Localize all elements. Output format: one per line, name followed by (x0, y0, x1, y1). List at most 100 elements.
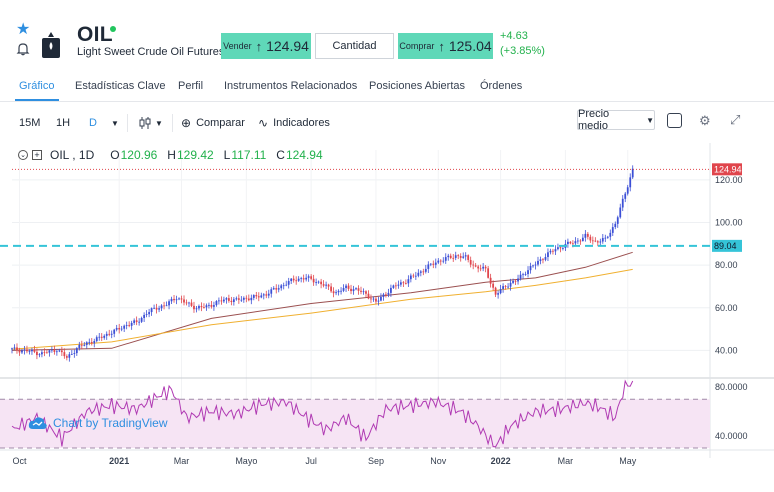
tab-ordenes[interactable]: Órdenes (480, 80, 523, 92)
fullscreen-toggle-icon[interactable] (667, 113, 682, 128)
candle-body (437, 260, 440, 263)
candle-body (330, 286, 332, 292)
candle-body (342, 288, 345, 291)
candle-body (95, 337, 98, 342)
candle-body (118, 327, 121, 330)
candle-body (534, 264, 537, 266)
instrument-symbol: OIL (77, 23, 113, 46)
plus-icon[interactable]: + (32, 150, 42, 160)
candle-body (362, 291, 365, 293)
candle-body (375, 298, 377, 302)
chart-type-button[interactable]: ▼ (139, 114, 163, 132)
collapse-icon[interactable]: ⌄ (18, 150, 28, 160)
moving-averages (11, 251, 633, 351)
candle-body (414, 275, 417, 277)
candle-body (208, 304, 210, 306)
candle-body (180, 298, 183, 300)
candle-body (629, 177, 632, 188)
expand-icon[interactable]: ⤢ (730, 112, 741, 127)
candle-body (502, 286, 504, 289)
candle-body (320, 281, 323, 285)
chevron-down-icon: ▼ (646, 115, 654, 125)
last-price-tag-label: 124.94 (714, 164, 742, 174)
legend-open: O 120.96 (110, 148, 163, 162)
star-icon[interactable]: ★ (16, 21, 31, 38)
candle-body (390, 287, 392, 293)
indicators-button[interactable]: ∿ Indicadores (258, 114, 330, 132)
price-tick-label: 120.00 (715, 175, 743, 185)
candle-body (482, 266, 485, 269)
candle-body (557, 247, 559, 250)
candle-body (250, 297, 253, 301)
candle-body (120, 328, 123, 330)
candle-body (205, 305, 208, 308)
tab-instrumentos-relacionados[interactable]: Instrumentos Relacionados (224, 80, 358, 92)
candle-body (292, 278, 295, 281)
tab-grafico[interactable]: Gráfico (19, 80, 55, 92)
ma-short-line (11, 268, 633, 350)
interval-1h-button[interactable]: 1H (56, 117, 71, 129)
candle-body (158, 308, 160, 310)
candle-body (125, 325, 128, 326)
buy-label: Comprar (399, 41, 435, 51)
candle-body (542, 259, 544, 261)
gear-icon[interactable]: ⚙ (699, 113, 711, 128)
candle-body (554, 249, 557, 252)
time-tick-label: 2021 (109, 456, 129, 466)
price-change-percent: (+3.85%) (500, 45, 545, 57)
candle-body (43, 352, 46, 354)
interval-15m-button[interactable]: 15M (19, 117, 41, 129)
tab-perfil[interactable]: Perfil (178, 80, 204, 92)
candle-body (357, 288, 360, 291)
candle-body (145, 314, 148, 315)
candle-body (549, 250, 552, 253)
candle-body (183, 299, 185, 303)
candle-body (539, 259, 542, 261)
candle-body (26, 349, 28, 352)
candle-body (604, 237, 607, 239)
candle-body (464, 255, 467, 257)
candle-body (227, 298, 230, 301)
tab-posiciones-abiertas[interactable]: Posiciones Abiertas (369, 80, 465, 92)
buy-button[interactable]: Comprar ↑ 125.04 (398, 33, 493, 59)
candle-body (409, 275, 412, 280)
candle-body (220, 300, 223, 302)
open-label: O (110, 148, 120, 162)
candle-body (257, 296, 260, 298)
candle-body (115, 327, 118, 330)
candle-body (427, 264, 430, 269)
candle-body (48, 350, 51, 353)
candle-body (347, 285, 350, 289)
candle-body (606, 236, 609, 238)
compare-button[interactable]: ⊕ Comparar (181, 114, 245, 132)
price-type-select[interactable]: Precio medio ▼ (577, 108, 655, 132)
candle-body (494, 287, 497, 295)
interval-dropdown-icon[interactable]: ▼ (111, 118, 119, 128)
candle-body (13, 347, 16, 349)
interval-1d-button[interactable]: D (89, 117, 97, 129)
ma-long-line (11, 251, 633, 351)
candle-body (552, 250, 554, 252)
candlestick-icon (139, 117, 151, 129)
candle-body (272, 288, 275, 290)
time-tick-label: Oct (12, 456, 27, 466)
quantity-button[interactable]: Cantidad (315, 33, 394, 59)
buy-price: 125.04 (448, 38, 492, 54)
candle-body (277, 288, 280, 290)
candle-body (247, 298, 250, 301)
candle-body (80, 344, 83, 346)
tradingview-watermark[interactable]: Chart by TradingView (28, 416, 168, 430)
toolbar-divider (172, 114, 173, 132)
candle-body (380, 296, 382, 301)
candle-body (519, 274, 522, 279)
close-label: C (276, 148, 285, 162)
sell-button[interactable]: Vender ↑ 124.94 (221, 33, 311, 59)
price-chart[interactable]: 120.00 100.00 80.00 60.00 40.00 80.0000 40.000… (0, 143, 774, 492)
candle-body (23, 349, 26, 351)
candle-body (594, 240, 597, 242)
tab-estadisticas-clave[interactable]: Estadísticas Clave (75, 80, 166, 92)
candle-body (21, 350, 23, 353)
bell-icon[interactable] (16, 42, 30, 56)
candle-body (203, 307, 205, 308)
candle-body (60, 350, 63, 353)
